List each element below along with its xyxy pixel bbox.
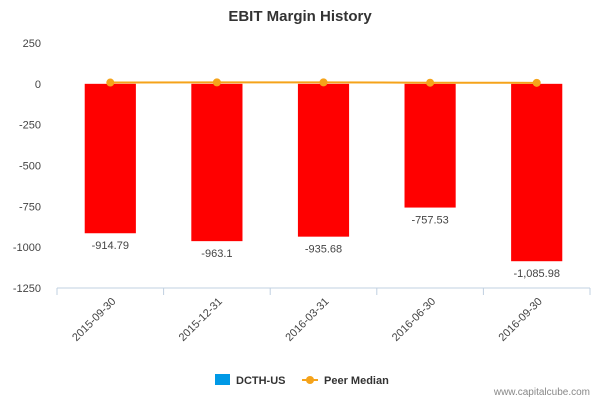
y-axis: 250 0 -250 -500 -750 -1000 -1250 xyxy=(13,38,41,295)
y-tick-label: -500 xyxy=(19,161,41,173)
x-tick-label: 2016-06-30 xyxy=(390,296,438,344)
x-axis: 2015-09-30 2015-12-31 2016-03-31 2016-06-30… xyxy=(56,287,591,344)
legend-swatch-dcth xyxy=(215,374,230,385)
y-tick-label: -1000 xyxy=(13,242,41,254)
credit-text: www.capitalcube.com xyxy=(493,387,590,398)
bar-series xyxy=(84,83,563,262)
legend: DCTH-US Peer Median xyxy=(215,374,389,387)
bar xyxy=(511,83,563,262)
bar xyxy=(191,83,243,242)
x-tick-label: 2015-09-30 xyxy=(70,296,118,344)
bar-data-labels: -914.79 -963.1 -935.68 -757.53 -1,085.98 xyxy=(92,215,560,281)
bar xyxy=(404,83,456,208)
y-tick-label: 250 xyxy=(23,38,41,50)
bar-data-label: -935.68 xyxy=(305,244,342,256)
peer-median-point xyxy=(532,78,541,87)
bar-data-label: -1,085.98 xyxy=(513,268,559,280)
bar xyxy=(297,83,350,237)
legend-marker-peer xyxy=(306,376,314,384)
bar-data-label: -757.53 xyxy=(411,215,448,227)
bar xyxy=(84,83,136,234)
y-tick-label: -750 xyxy=(19,201,41,213)
peer-median-series xyxy=(106,78,541,87)
y-tick-label: 0 xyxy=(35,79,41,91)
legend-label-peer: Peer Median xyxy=(324,375,389,387)
peer-median-point xyxy=(106,78,115,87)
y-tick-label: -250 xyxy=(19,120,41,132)
y-tick-label: -1250 xyxy=(13,283,41,295)
legend-label-dcth: DCTH-US xyxy=(236,375,286,387)
peer-median-point xyxy=(426,78,435,87)
x-tick-label: 2016-09-30 xyxy=(497,296,545,344)
peer-median-point xyxy=(319,78,328,87)
x-tick-label: 2015-12-31 xyxy=(177,296,225,344)
x-tick-label: 2016-03-31 xyxy=(283,296,331,344)
bar-data-label: -963.1 xyxy=(201,248,232,260)
chart-title: EBIT Margin History xyxy=(228,8,372,25)
bar-data-label: -914.79 xyxy=(92,240,129,252)
peer-median-point xyxy=(212,78,221,87)
